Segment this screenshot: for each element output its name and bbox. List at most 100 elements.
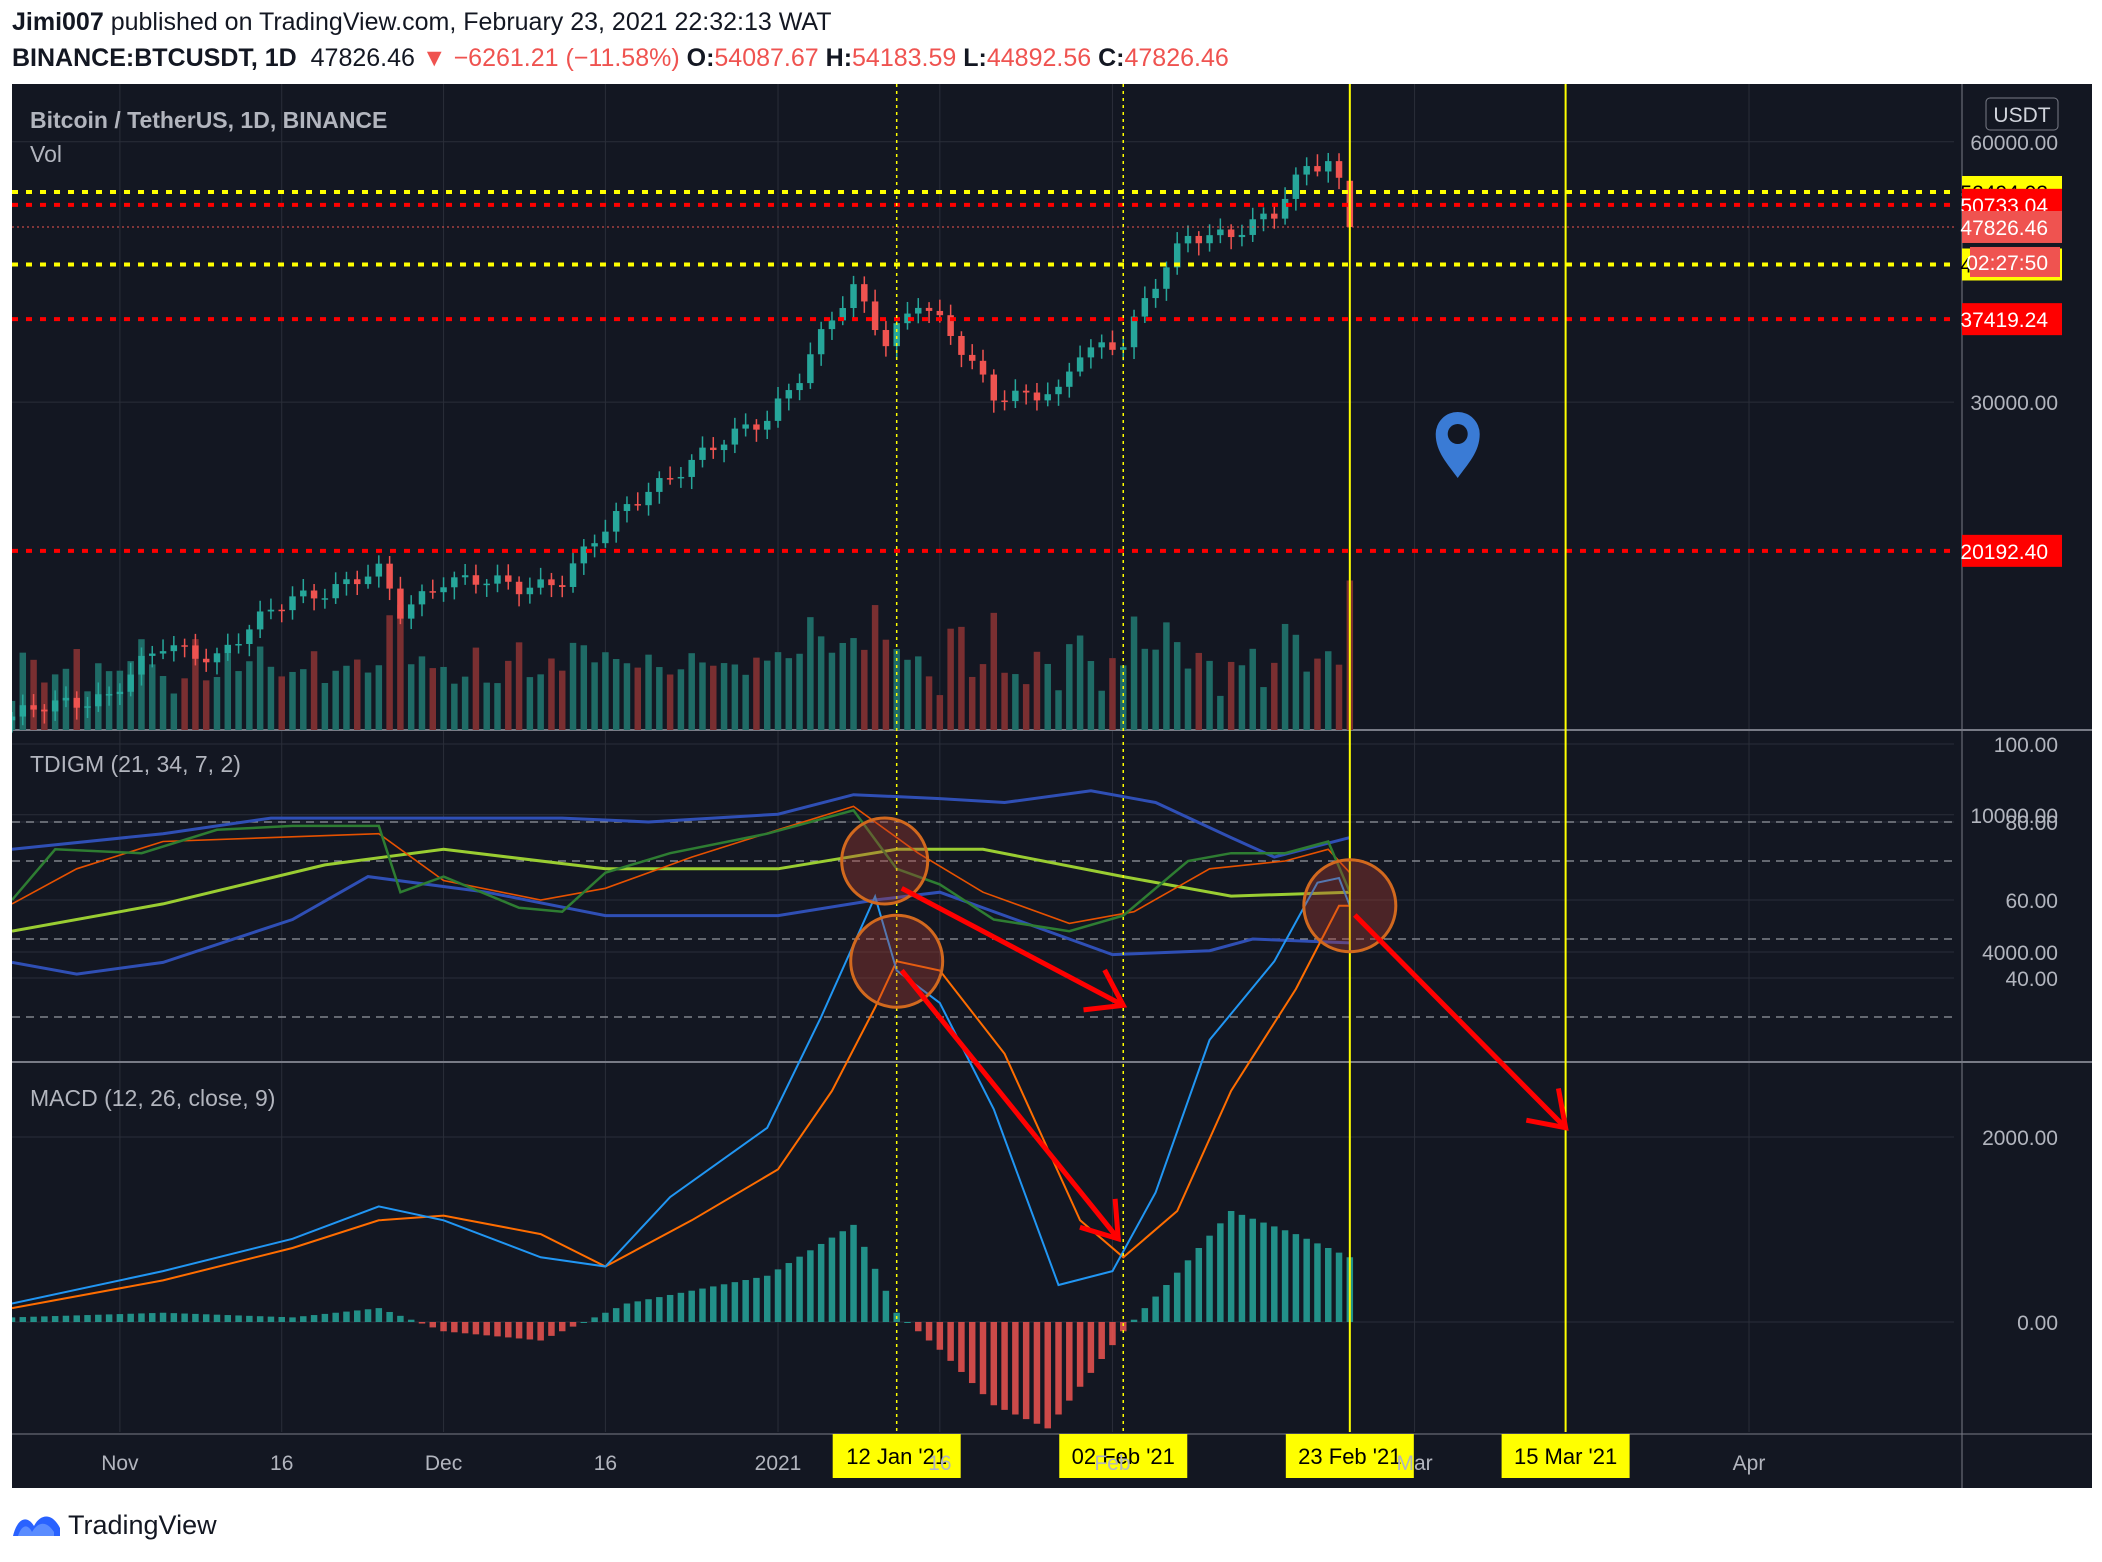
macd-histogram-bar	[936, 1322, 944, 1350]
currency-box[interactable]	[1985, 97, 2059, 131]
chart-canvas[interactable]: 52494.0350733.0443280.1837419.2420192.40…	[12, 84, 2092, 1488]
volume-bar	[1173, 642, 1181, 730]
macd-histogram-bar	[1044, 1322, 1051, 1429]
macd-histogram-bar	[51, 1316, 59, 1322]
macd-tick-label: 2000.00	[1982, 1127, 2058, 1150]
horizontal-levels[interactable]: 52494.0350733.0443280.1837419.2420192.40…	[12, 175, 2062, 567]
macd-histogram-bar	[1303, 1238, 1310, 1322]
candle-body	[1195, 235, 1203, 244]
volume-bar	[246, 661, 253, 730]
volume-bar	[364, 672, 372, 730]
candle-body	[904, 313, 911, 324]
macd-histogram-bar	[256, 1316, 264, 1322]
volume-bar	[213, 677, 221, 730]
candle-body	[925, 307, 933, 311]
volume-bar	[73, 649, 80, 730]
candle-body	[343, 579, 350, 585]
volume-bar	[418, 656, 426, 730]
candle-body	[332, 584, 339, 599]
macd-histogram-bar	[817, 1243, 825, 1322]
macd-histogram-bar	[904, 1322, 911, 1323]
publish-info: Jimi007 published on TradingView.com, Fe…	[12, 8, 832, 37]
macd-line	[12, 876, 1351, 1305]
macd-histogram-bar	[1076, 1322, 1084, 1387]
candle-body	[602, 531, 609, 544]
macd-tick-label: 0.00	[2017, 1312, 2058, 1335]
macd-histogram-bar	[278, 1316, 285, 1322]
open-value: 54087.67	[714, 44, 819, 72]
candle-body	[375, 563, 383, 577]
volume-bar	[537, 674, 544, 730]
publish-header: Jimi007 published on TradingView.com, Fe…	[0, 0, 2102, 78]
macd-histogram-bar	[1120, 1322, 1127, 1332]
footer: TradingView	[0, 1490, 2102, 1562]
volume-bar	[925, 676, 933, 730]
candle-body	[472, 575, 480, 585]
candle-body	[62, 697, 70, 701]
volume-bar	[742, 674, 749, 730]
volume-bar	[235, 671, 242, 730]
low-label: L:	[963, 44, 987, 72]
last-price: 47826.46	[310, 44, 415, 72]
vertical-markers[interactable]: 12 Jan '21 02 Feb '21 23 Feb '21 15 Mar '21	[832, 84, 1630, 1478]
candle-body	[666, 478, 674, 480]
macd-highlight-circle-right	[1302, 858, 1398, 954]
macd-histogram-bar	[483, 1322, 490, 1336]
macd-histogram-bar	[915, 1322, 922, 1332]
macd-histogram-bar	[1314, 1243, 1321, 1322]
candle-body	[41, 709, 48, 712]
volume-bar	[1163, 622, 1170, 730]
countdown-tag	[1970, 246, 2060, 277]
candle-body	[1335, 161, 1343, 178]
tradingview-brand[interactable]: TradingView	[68, 1510, 217, 1540]
macd-histogram-bar	[1292, 1234, 1300, 1322]
price-level-tag	[1962, 534, 2062, 567]
macd-histogram-bar	[105, 1314, 113, 1322]
volume-bar	[1303, 671, 1310, 730]
volume-bar	[515, 642, 523, 730]
volume-bar	[1195, 652, 1203, 730]
macd-histogram-bar	[666, 1294, 674, 1322]
author-name[interactable]: Jimi007	[12, 8, 104, 36]
macd-histogram-bar	[12, 1317, 16, 1322]
volume-bar	[1055, 690, 1062, 730]
candle-body	[386, 563, 393, 589]
macd-histogram-bar	[1033, 1322, 1041, 1424]
currency-label[interactable]: USDT	[1993, 104, 2050, 127]
volume-bar	[720, 663, 728, 730]
macd-histogram-bar	[1281, 1230, 1289, 1322]
candle-body	[105, 694, 113, 696]
macd-histogram-bar	[688, 1290, 695, 1322]
annotations[interactable]	[840, 412, 1569, 1243]
candle-body	[936, 310, 944, 316]
macd-histogram-bar	[1271, 1226, 1278, 1322]
time-tick-label: 16	[270, 1452, 293, 1475]
tradingview-logo-icon[interactable]	[10, 1508, 64, 1542]
macd-histogram-bar	[1249, 1218, 1256, 1322]
volume-bar	[569, 642, 577, 730]
macd-histogram-bar	[289, 1317, 296, 1322]
macd-histogram-bar	[30, 1316, 37, 1322]
macd-histogram-bar	[861, 1246, 868, 1322]
candle-body	[958, 336, 965, 355]
macd-histogram-bar	[116, 1314, 124, 1322]
time-tick-label: 16	[594, 1452, 617, 1475]
volume-bar	[440, 666, 447, 730]
candle-body	[483, 583, 490, 586]
candle-body	[796, 383, 803, 391]
candle-body	[95, 694, 102, 707]
macd-histogram-bar	[1109, 1322, 1116, 1346]
macd-histogram-bar	[839, 1231, 846, 1322]
candle-body	[289, 596, 296, 611]
volume-bar	[181, 678, 188, 730]
candle-body	[861, 284, 868, 302]
volume-bar	[1238, 665, 1246, 730]
candle-body	[1173, 243, 1181, 268]
candle-body	[817, 329, 825, 355]
volume-label: Vol	[30, 141, 62, 167]
candle-body	[839, 308, 846, 321]
candle-body	[12, 716, 16, 721]
macd-histogram-bar	[41, 1316, 48, 1322]
volume-bar	[936, 695, 944, 730]
volume-bar	[1281, 623, 1289, 730]
